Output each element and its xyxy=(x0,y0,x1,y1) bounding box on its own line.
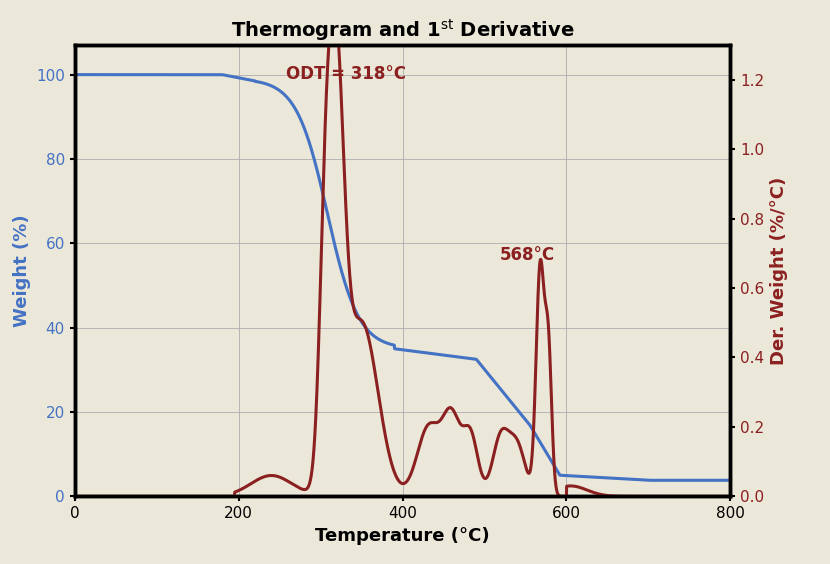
Text: 568°C: 568°C xyxy=(500,246,554,264)
Text: ODT = 318°C: ODT = 318°C xyxy=(286,65,406,83)
Y-axis label: Weight (%): Weight (%) xyxy=(12,214,31,327)
X-axis label: Temperature (°C): Temperature (°C) xyxy=(315,527,490,545)
Title: Thermogram and 1$^{\rm st}$ Derivative: Thermogram and 1$^{\rm st}$ Derivative xyxy=(231,17,574,43)
Y-axis label: Der. Weight (%/°C): Der. Weight (%/°C) xyxy=(770,177,788,365)
